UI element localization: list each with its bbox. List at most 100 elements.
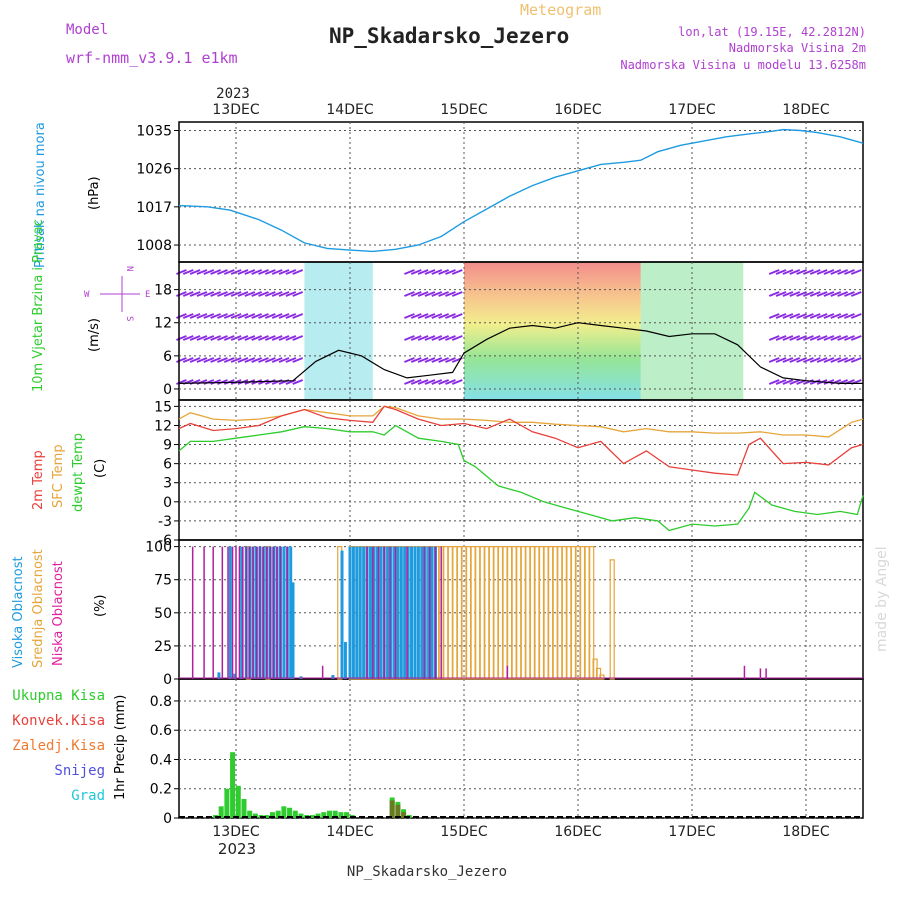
wind-barb: [451, 313, 463, 319]
high-cloud-bar: [217, 672, 221, 679]
wind-color-field-cyan: [304, 262, 373, 400]
wind-barb: [775, 291, 787, 297]
wind-barb: [809, 291, 821, 297]
low-cloud-bar: [389, 546, 391, 679]
wind-barb: [837, 269, 848, 275]
wind-barb: [768, 379, 780, 385]
wind-barb: [244, 269, 256, 275]
low-cloud-bar: [245, 546, 248, 679]
wind-barb: [182, 291, 194, 297]
ytick-label-wind: 0: [163, 382, 172, 398]
wind-barb: [404, 291, 415, 297]
convective-precip-bar: [401, 812, 407, 818]
compass-east: E: [145, 290, 150, 300]
low-cloud-bar: [252, 546, 254, 679]
ytick-label-temperature: -3: [158, 514, 172, 530]
bottom-day-label: 15DEC: [440, 824, 487, 840]
total-precip-bar: [298, 813, 304, 818]
wind-barb: [244, 335, 256, 341]
mid-cloud-bar: [584, 546, 590, 680]
total-precip-bar: [326, 810, 332, 818]
footer-station-label: NP_Skadarsko_Jezero: [347, 864, 507, 880]
wind-barb: [796, 313, 807, 319]
low-cloud-bar: [276, 546, 278, 679]
wind-barb: [244, 313, 256, 319]
top-day-label: 16DEC: [554, 102, 601, 118]
low-cloud-bar: [259, 546, 261, 679]
wind-barb: [782, 269, 794, 275]
wind-barb: [264, 313, 276, 319]
wind-barb: [176, 379, 187, 385]
wind-barb: [258, 291, 269, 297]
sfctemp-left-label: SFC Temp: [51, 444, 66, 508]
high-cloud-bar: [389, 546, 393, 679]
wind-barb: [809, 357, 821, 363]
top-day-label: 18DEC: [782, 102, 829, 118]
wind-barb: [417, 379, 429, 385]
high-cloud-bar: [416, 546, 420, 679]
wind-barb: [782, 357, 794, 363]
wind-barb: [844, 291, 855, 297]
wind-barb: [438, 335, 449, 341]
wind-barb: [258, 269, 269, 275]
low-cloud-bar: [221, 546, 224, 679]
wind-barb: [850, 313, 862, 319]
wind-color-field: [464, 262, 641, 400]
wind-barb: [404, 335, 415, 341]
high-cloud-bar: [375, 546, 379, 679]
wind-barb: [775, 379, 787, 385]
wind-barb: [251, 357, 263, 363]
total-precip-bar: [230, 752, 236, 818]
high-cloud-bar: [343, 641, 347, 679]
high-cloud-bar: [351, 546, 355, 679]
wind-barb: [237, 313, 249, 319]
wind-barb: [189, 357, 201, 363]
wind-barb: [431, 335, 443, 341]
wind-barb: [431, 313, 443, 319]
wind-barb: [823, 313, 835, 319]
wind-barb: [230, 357, 242, 363]
total-precip-bar: [264, 815, 270, 818]
wind-barb: [782, 313, 794, 319]
wind-barb: [210, 357, 221, 363]
wind-barb: [182, 269, 194, 275]
total-precip-bar: [309, 815, 315, 818]
legend-hail: Grad: [71, 788, 105, 804]
bottom-day-label: 14DEC: [326, 824, 373, 840]
credit-watermark: made by Angel: [874, 546, 890, 652]
coords-label: lon,lat (19.15E, 42.2812N): [678, 25, 866, 39]
high-cloud-bar: [233, 673, 237, 679]
wind-barb: [803, 269, 814, 275]
low-cloud-bar: [394, 546, 397, 679]
low-cloud-bar: [377, 546, 380, 679]
ytick-label-cloud: 0: [163, 672, 172, 688]
low-cloud-bar: [506, 665, 509, 679]
compass-north: N: [124, 266, 134, 271]
wind-barb: [417, 357, 429, 363]
high-cloud-bar: [291, 582, 295, 679]
wind-barb: [182, 335, 194, 341]
ytick-label-cloud: 25: [154, 639, 172, 655]
high-cloud-left-label: Visoka Oblacnost: [11, 556, 26, 668]
ytick-label-precip: 0.8: [150, 694, 172, 710]
wind-barb: [768, 357, 780, 363]
wind-barb: [271, 291, 283, 297]
model-label: Model: [66, 22, 108, 38]
wind-barb: [203, 357, 215, 363]
wind-barb: [424, 269, 436, 275]
wind-barb: [850, 291, 862, 297]
wind-barb: [796, 335, 807, 341]
low-cloud-bar: [242, 546, 244, 679]
legend-snow: Snijeg: [54, 763, 105, 779]
station-title: NP_Skadarsko_Jezero: [329, 24, 569, 48]
wind-barb: [258, 357, 269, 363]
wind-barb: [271, 335, 283, 341]
wind-barb: [271, 313, 283, 319]
model-name: wrf-nmm_v3.9.1 e1km: [66, 49, 238, 67]
low-cloud-bar: [279, 546, 282, 679]
high-cloud-bar: [340, 550, 344, 679]
low-cloud-left-label: Niska Oblacnost: [51, 561, 66, 666]
mid-cloud-left-label: Srednja Oblacnost: [31, 549, 46, 668]
wind-barb: [816, 313, 828, 319]
wind-barb: [816, 269, 828, 275]
